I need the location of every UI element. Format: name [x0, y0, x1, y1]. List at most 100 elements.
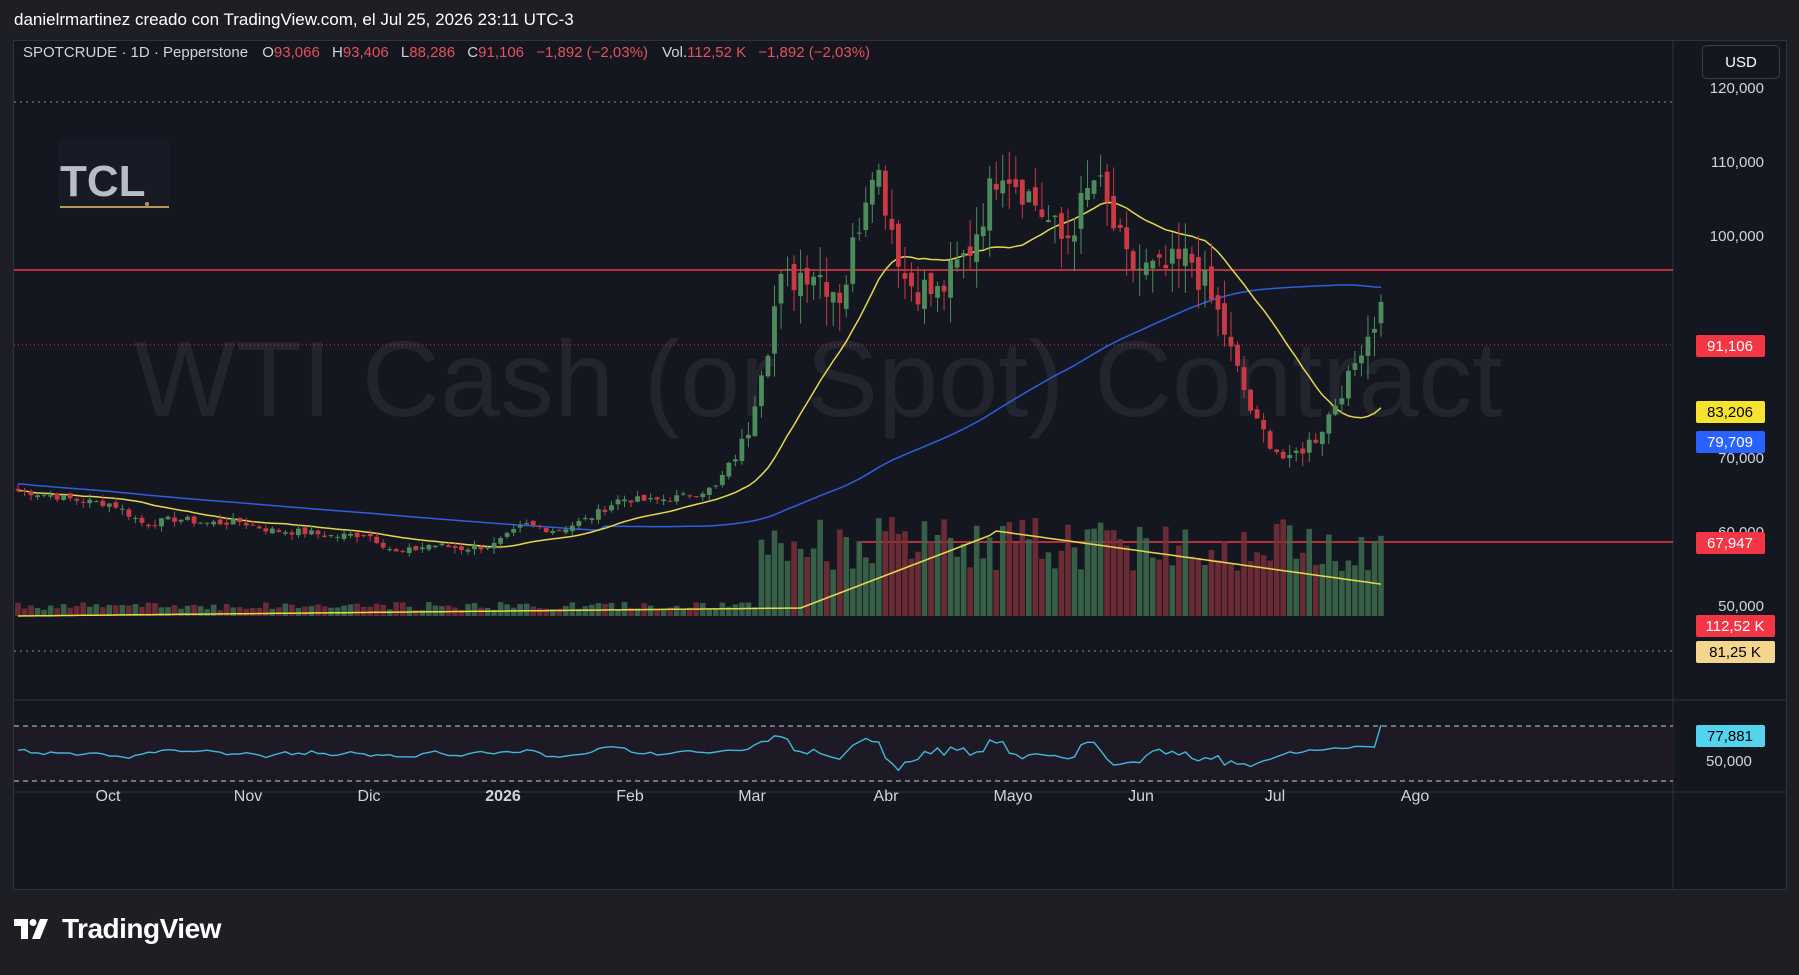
volume-bar: [1339, 570, 1345, 616]
candle: [1091, 179, 1097, 199]
currency-button[interactable]: USD: [1702, 45, 1780, 79]
candle: [250, 520, 256, 526]
time-tick-label: Dic: [357, 788, 380, 805]
candle: [1189, 246, 1195, 278]
candle: [752, 396, 758, 437]
candle: [237, 517, 243, 526]
volume-bar: [1267, 560, 1273, 616]
candle: [393, 547, 399, 552]
price-chart[interactable]: WTI Cash (or Spot) Contract TCL SPOTCRUD…: [14, 41, 1786, 889]
volume-bar: [178, 608, 184, 616]
candle: [1235, 341, 1240, 373]
candle: [954, 241, 960, 272]
candle: [61, 494, 67, 501]
price-tick-label: 50,000: [1718, 598, 1764, 615]
volume-bar: [856, 541, 863, 616]
candle: [400, 549, 406, 554]
volume-bar: [171, 605, 178, 616]
candle: [204, 522, 210, 527]
volume-bar: [1006, 522, 1013, 616]
candle: [569, 521, 575, 537]
volume-bar: [1358, 537, 1365, 616]
legend-vol-value: 112,52 K: [687, 44, 746, 61]
candle: [478, 545, 484, 554]
volume-bar: [276, 607, 282, 616]
volume-bar: [504, 604, 510, 616]
volume-bar: [849, 568, 856, 616]
price-tick-label: 110,000: [1711, 154, 1764, 171]
volume-bar: [726, 606, 732, 616]
candle: [485, 545, 490, 551]
volume-bar: [41, 609, 47, 616]
candle: [256, 524, 262, 529]
candle: [328, 534, 334, 539]
candle: [106, 502, 112, 513]
volume-bar: [810, 548, 817, 616]
candle: [1228, 312, 1234, 362]
candle: [1169, 232, 1175, 293]
time-tick-label: Mar: [738, 788, 766, 805]
volume-bar: [60, 604, 67, 616]
candle: [674, 489, 680, 505]
candle: [22, 487, 27, 496]
volume-bar: [941, 519, 947, 616]
candle: [739, 429, 745, 465]
volume-bar: [660, 609, 667, 616]
volume-bar: [1202, 565, 1208, 616]
candle: [348, 529, 353, 539]
candle: [641, 494, 647, 502]
candle: [1104, 163, 1110, 227]
candle: [824, 257, 830, 326]
volume-bar: [765, 554, 771, 616]
candle: [67, 493, 73, 502]
time-tick-label: Jul: [1265, 788, 1285, 805]
candle: [1352, 350, 1358, 377]
candle: [139, 514, 145, 527]
volume-bar: [347, 604, 354, 616]
volume-bar: [223, 603, 230, 616]
candle: [1280, 448, 1286, 460]
candle: [335, 534, 340, 542]
candle: [687, 494, 693, 499]
time-axis[interactable]: Oct Nov Dic 2026 Feb Mar Abr Mayo Jun Jul Ago: [96, 788, 1430, 805]
volume-bar: [1176, 545, 1182, 616]
volume-bar: [86, 606, 93, 616]
candle: [935, 281, 940, 312]
volume-bar: [1026, 539, 1032, 616]
legend-symbol[interactable]: SPOTCRUDE · 1D · Pepperstone: [23, 44, 248, 61]
volume-bar: [184, 605, 191, 616]
candle: [498, 536, 503, 549]
price-label-support-text: 67,947: [1707, 535, 1753, 552]
volume-bar: [882, 531, 889, 616]
volume-bar: [426, 602, 432, 616]
candle: [530, 520, 536, 528]
candle: [817, 247, 823, 299]
volume-bar: [1345, 560, 1352, 616]
volume-bar: [1091, 528, 1097, 616]
volume-bar: [269, 608, 276, 616]
candle: [152, 519, 158, 529]
candle: [1306, 432, 1312, 463]
time-tick-label: Mayo: [993, 788, 1032, 805]
candle: [941, 280, 947, 311]
candle: [1319, 431, 1325, 456]
candle: [1111, 167, 1117, 232]
volume-bar: [1065, 524, 1071, 616]
price-label-ma-slow: 79,709: [1696, 431, 1765, 453]
candle: [843, 275, 849, 318]
tcl-logo: TCL: [59, 139, 169, 209]
candle: [798, 249, 803, 324]
price-label-ma-fast: 83,206: [1696, 401, 1765, 423]
legend-change: −1,892 (−2,03%): [536, 44, 648, 61]
candle: [1013, 156, 1019, 194]
volume-bar: [1097, 522, 1104, 616]
volume-bar: [204, 609, 210, 616]
volume-ma-line: [17, 530, 1382, 617]
volume-bar: [1299, 552, 1306, 616]
candle: [732, 454, 738, 467]
volume-bar: [523, 603, 530, 616]
chart-frame[interactable]: WTI Cash (or Spot) Contract TCL SPOTCRUD…: [13, 40, 1787, 890]
volume-bar: [1306, 528, 1313, 616]
candle: [896, 220, 901, 288]
